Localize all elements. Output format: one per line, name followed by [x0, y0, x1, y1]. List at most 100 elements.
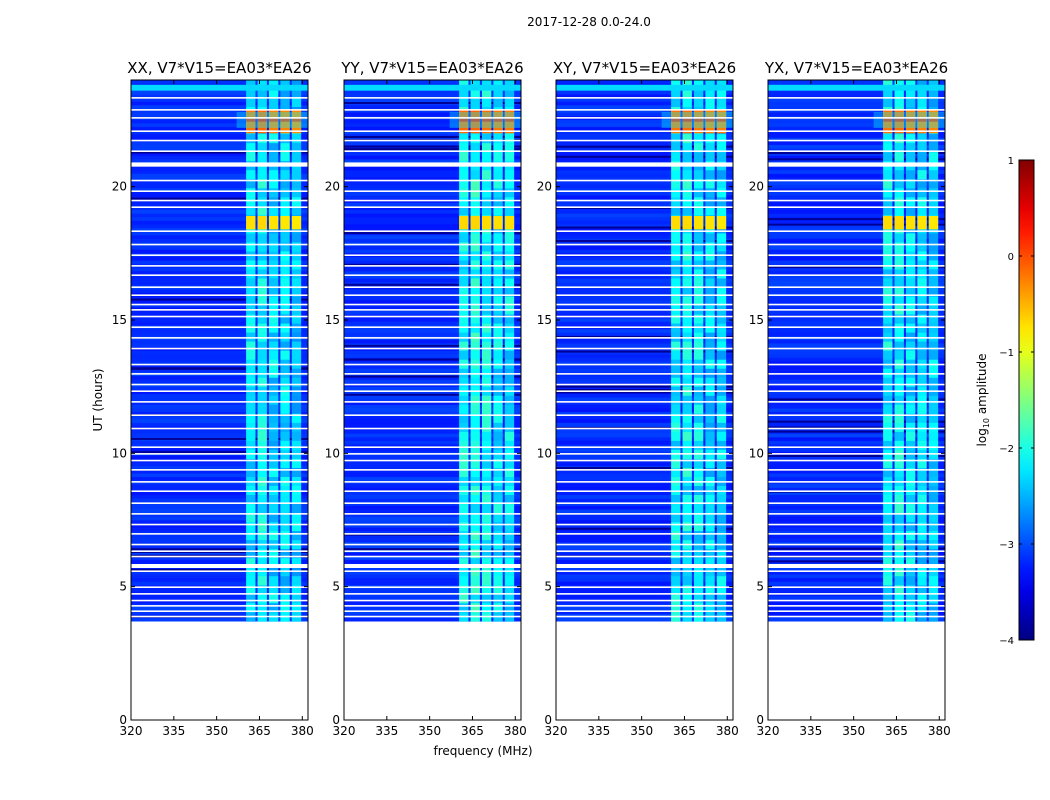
noise-row — [768, 350, 945, 355]
band-cell — [459, 341, 469, 351]
noise-row — [768, 202, 945, 207]
band-cell — [917, 594, 927, 604]
band-cell — [470, 513, 480, 523]
flagged-row — [344, 523, 521, 526]
flagged-row — [556, 533, 733, 535]
band-cell — [257, 350, 267, 360]
flagged-row — [131, 383, 308, 386]
noise-row — [556, 578, 733, 582]
flagged-block — [556, 162, 733, 167]
band-cell — [928, 576, 939, 586]
band-cell — [894, 413, 904, 424]
band-cell — [493, 143, 503, 153]
noise-row — [344, 220, 521, 225]
band-cell — [705, 404, 715, 415]
band-cell — [268, 170, 279, 180]
low-row — [768, 223, 945, 226]
band-cell — [905, 89, 916, 99]
band-cell — [459, 531, 469, 541]
noise-row — [768, 476, 945, 481]
band-cell — [716, 603, 727, 613]
band-cell — [459, 594, 469, 604]
band-cell — [928, 179, 939, 189]
band-event — [268, 216, 279, 230]
band-peak — [280, 118, 290, 122]
noise-row — [131, 596, 308, 600]
band-cell — [682, 170, 692, 180]
band-cell — [671, 413, 681, 424]
noise-row — [556, 581, 733, 586]
band-cell — [268, 314, 279, 324]
noise-row — [768, 144, 945, 149]
band-cell — [481, 296, 492, 306]
band-cell — [671, 278, 681, 288]
flagged-row — [556, 427, 733, 430]
band-cell — [504, 242, 515, 252]
band-cell — [291, 98, 302, 108]
noise-row — [556, 505, 733, 510]
band-cell — [716, 179, 727, 189]
band-cell — [928, 170, 939, 180]
band-cell — [481, 350, 492, 360]
band-cell — [883, 404, 893, 415]
band-cell — [883, 350, 893, 360]
flagged-row — [131, 593, 308, 595]
noise-row — [768, 184, 945, 189]
band-cell — [693, 440, 704, 451]
band-cell — [894, 197, 904, 207]
low-row — [344, 548, 521, 551]
noise-row — [556, 513, 733, 517]
band-cell — [257, 395, 267, 406]
band-event — [257, 216, 267, 230]
band-cell — [671, 80, 681, 90]
band-peak — [459, 118, 469, 122]
band-cell — [246, 413, 256, 424]
band-cell — [894, 350, 904, 360]
noise-row — [768, 433, 945, 438]
band-cell — [928, 233, 939, 243]
band-cell — [682, 287, 692, 297]
band-cell — [693, 458, 704, 469]
band-cell — [705, 206, 715, 216]
noise-row — [131, 220, 308, 225]
band-cell — [716, 504, 727, 514]
band-cell — [883, 170, 893, 180]
band-cell — [459, 422, 469, 433]
noise-row — [131, 141, 308, 146]
noise-row — [556, 393, 733, 398]
noise-row — [556, 473, 733, 478]
noise-row — [768, 375, 945, 380]
noise-row — [556, 246, 733, 250]
band-cell — [268, 440, 279, 451]
flagged-row — [768, 593, 945, 595]
band-cell — [693, 513, 704, 523]
band-cell — [470, 504, 480, 514]
band-peak — [291, 118, 302, 122]
band-cell — [716, 404, 727, 415]
band-cell — [705, 134, 715, 144]
band-cell — [459, 558, 469, 568]
band-cell — [917, 296, 927, 306]
panel-title: XY, V7*V15=EA03*EA26 — [553, 59, 736, 77]
band-cell — [481, 413, 492, 424]
noise-row — [556, 357, 733, 362]
band-cell — [493, 269, 503, 279]
noise-row — [131, 495, 308, 499]
band-cell — [883, 188, 893, 198]
band-cell — [705, 549, 715, 559]
band-cell — [693, 206, 704, 216]
band-cell — [894, 287, 904, 297]
noise-row — [556, 173, 733, 178]
band-cell — [268, 323, 279, 333]
noise-row — [768, 534, 945, 539]
band-cell — [268, 603, 279, 613]
noise-row — [768, 606, 945, 611]
noise-row — [768, 570, 945, 575]
band-cell — [705, 278, 715, 288]
band-cell — [682, 594, 692, 604]
noise-row — [556, 177, 733, 182]
noise-row — [768, 249, 945, 254]
low-row — [344, 358, 521, 361]
noise-row — [556, 462, 733, 467]
